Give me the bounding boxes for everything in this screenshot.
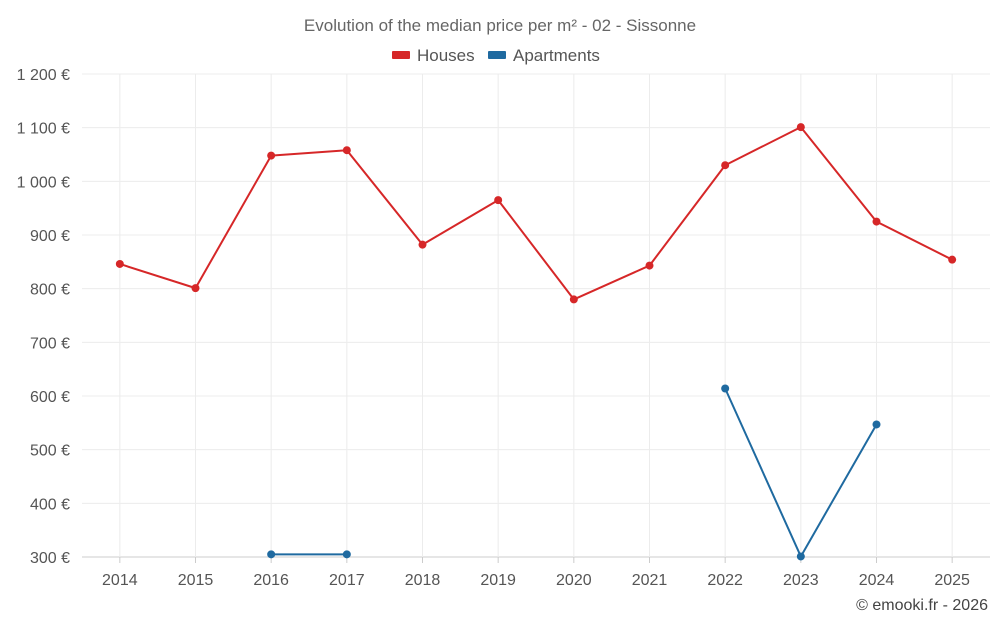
y-tick-label: 900 € <box>30 228 70 245</box>
legend-label-houses: Houses <box>417 46 475 65</box>
data-point-houses[interactable] <box>645 261 654 270</box>
x-tick-label: 2014 <box>102 572 138 589</box>
x-tick-label: 2024 <box>859 572 895 589</box>
data-point-apartments[interactable] <box>267 550 276 559</box>
data-point-apartments[interactable] <box>721 384 730 393</box>
y-tick-label: 600 € <box>30 389 70 406</box>
x-tick-label: 2019 <box>480 572 516 589</box>
axis-ticks: 300 € 400 € 500 € 600 € 700 € 800 € 900 € 1 000… <box>17 67 970 589</box>
series-line-houses <box>119 126 953 301</box>
y-tick-label: 500 € <box>30 443 70 460</box>
legend-swatch-apartments <box>488 51 506 59</box>
x-tick-label: 2020 <box>556 572 592 589</box>
data-point-houses[interactable] <box>191 284 200 293</box>
legend-item-apartments[interactable]: Apartments <box>488 46 600 65</box>
x-tick-label: 2017 <box>329 572 365 589</box>
x-tick-label: 2016 <box>253 572 289 589</box>
series-houses <box>115 123 957 304</box>
y-tick-label: 1 200 € <box>17 67 70 84</box>
y-tick-label: 300 € <box>30 550 70 567</box>
data-point-houses[interactable] <box>342 146 351 155</box>
series-layer <box>115 123 957 561</box>
data-point-houses[interactable] <box>494 196 503 205</box>
y-tick-label: 400 € <box>30 496 70 513</box>
data-point-houses[interactable] <box>872 217 881 226</box>
x-tick-label: 2023 <box>783 572 819 589</box>
x-tick-label: 2022 <box>707 572 743 589</box>
credit-label: © emooki.fr - 2026 <box>856 597 988 614</box>
data-point-houses[interactable] <box>721 161 730 170</box>
data-point-apartments[interactable] <box>342 550 351 559</box>
x-tick-label: 2021 <box>632 572 668 589</box>
x-tick-label: 2018 <box>405 572 441 589</box>
legend-label-apartments: Apartments <box>513 46 600 65</box>
grid <box>82 73 990 563</box>
data-point-apartments[interactable] <box>872 420 881 429</box>
data-point-houses[interactable] <box>267 151 276 160</box>
y-tick-label: 1 100 € <box>17 121 70 138</box>
x-tick-label: 2015 <box>178 572 214 589</box>
y-tick-label: 800 € <box>30 282 70 299</box>
legend-item-houses[interactable]: Houses <box>392 46 475 65</box>
data-point-houses[interactable] <box>796 123 805 132</box>
chart-title: Evolution of the median price per m² - 0… <box>304 16 696 35</box>
legend-swatch-houses <box>392 51 410 59</box>
data-point-houses[interactable] <box>569 295 578 304</box>
data-point-houses[interactable] <box>948 255 957 264</box>
y-tick-label: 700 € <box>30 335 70 352</box>
series-apartments <box>267 384 881 561</box>
data-point-houses[interactable] <box>418 240 427 249</box>
y-tick-label: 1 000 € <box>17 174 70 191</box>
x-tick-label: 2025 <box>934 572 970 589</box>
legend: Houses Apartments <box>392 46 600 65</box>
data-point-houses[interactable] <box>115 259 124 268</box>
data-point-apartments[interactable] <box>796 552 805 561</box>
